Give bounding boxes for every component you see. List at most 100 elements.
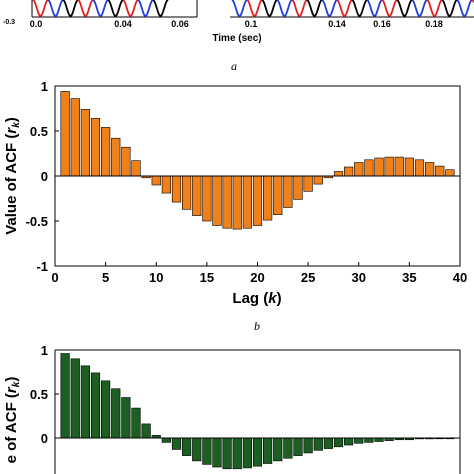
strip-tick: 0.14 [328,19,346,29]
waveform-cycle [291,0,308,17]
strip-tick: 0.04 [114,19,132,29]
acf-bar [131,407,141,439]
acf-bar [232,175,242,230]
acf-bar [404,157,414,177]
acf-bar [293,437,303,456]
acf-bar [121,397,131,439]
acf-bars-green [60,353,455,470]
y-axis-label: Value of ACF (rk) [3,117,22,235]
waveform-cycle [456,0,473,17]
strip-tick: 0.16 [373,19,391,29]
waveform-cycle [107,0,124,17]
acf-bar [141,423,151,439]
x-tick-label: 15 [200,270,214,285]
waveform-cycle [321,0,338,17]
y-tick-label: 0 [41,169,48,184]
acf-bar [303,437,313,454]
acf-bar [161,175,171,194]
waveform-cycle [336,0,353,17]
acf-bar [60,91,70,177]
acf-bar [354,437,364,444]
acf-bar [131,160,141,177]
waveform-cycle [276,0,293,17]
acf-bar [303,175,313,192]
acf-bar [364,159,374,177]
waveform-cycle [306,0,323,17]
acf-bar [242,437,252,469]
acf-bar [101,380,111,439]
waveform-cycle [396,0,413,17]
x-tick-label: 10 [149,270,163,285]
acf-bar [111,388,121,439]
x-tick-label: 25 [301,270,315,285]
acf-bar [182,437,192,456]
x-tick-label: 30 [352,270,366,285]
acf-bar [171,437,182,450]
y-tick-label: 1 [41,343,48,358]
waveform-cycle [137,0,154,17]
y-tick-label: 0.5 [30,124,48,139]
acf-bar [192,437,202,462]
acf-bar [182,175,192,210]
acf-bar [425,162,435,177]
acf-bar [344,437,354,446]
acf-bar [222,437,232,470]
acf-bar [273,175,283,216]
waveform-cycle [231,0,248,17]
waveform-cycle [122,0,139,17]
waveform-cycle [351,0,368,17]
acf-bar [435,165,445,177]
y-axis-label-subscript: k [11,122,22,128]
x-ticks: 0 5 10 15 20 25 30 35 40 [51,262,467,285]
x-axis-label-close: ) [277,290,282,307]
waveform-cycle [77,0,94,17]
acf-bar [313,437,323,451]
acf-bar [283,437,293,459]
acf-bar [171,175,182,203]
acf-bar [263,175,273,221]
acf-bar [374,157,384,177]
y-tick-label: 1 [41,79,48,94]
acf-bar [222,175,232,229]
time-series-strip: -0.3 0.0 0.04 0.06 0.1 0.14 0.16 0.18 Ti… [3,0,474,44]
y-tick-label: -1 [36,259,48,274]
x-tick-label: 20 [250,270,264,285]
x-axis-label: Lag (k) [232,290,281,307]
acf-bar [212,175,222,226]
waveform-cycle [47,0,64,17]
waveform-cycle [32,0,49,17]
x-tick-label: 0 [51,270,58,285]
y-tick-label: 0 [41,431,48,446]
acf-bar [90,372,101,439]
acf-bar [384,156,394,177]
y-axis-label-text: e of ACF ( [3,393,20,463]
y-tick-label: 0.5 [30,387,48,402]
panel-label-a: a [231,59,237,73]
acf-bar [263,437,273,464]
acf-chart-orange: 0 5 10 15 20 25 30 35 40 10.50-0.5-1 Lag (k) Val… [3,79,467,307]
acf-bar [80,109,90,177]
strip-tick: 0.18 [425,19,443,29]
acf-bar [70,358,80,439]
acf-bar [333,171,344,177]
waveform-cycle [366,0,383,17]
strip-y-corner-label: -0.3 [3,19,15,26]
acf-chart-green: 1 0.5 0 e of ACF (rk) [3,343,461,474]
waveform-cycle [246,0,263,17]
strip-tick: 0.06 [171,19,189,29]
x-axis-label-text: Lag ( [232,290,268,307]
acf-bar [80,365,90,439]
x-tick-label: 35 [402,270,416,285]
acf-bar [161,437,171,443]
y-axis-label: e of ACF (rk) [3,377,22,464]
acf-bar [232,437,242,470]
acf-bar [90,118,101,177]
acf-bar [293,175,303,200]
strip-x-axis-label: Time (sec) [212,33,261,44]
y-axis-label-variable: r [3,127,20,134]
y-tick-label: -0.5 [26,214,48,229]
acf-bars-orange [60,91,455,230]
acf-bar [333,437,344,448]
waveform-cycle [92,0,109,17]
